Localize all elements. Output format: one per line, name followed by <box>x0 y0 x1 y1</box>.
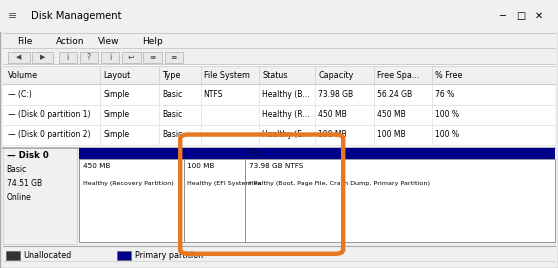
Text: — (Disk 0 partition 2): — (Disk 0 partition 2) <box>8 130 91 139</box>
Text: 100 MB: 100 MB <box>377 130 405 139</box>
Text: % Free: % Free <box>435 70 463 80</box>
Text: 76 %: 76 % <box>435 90 454 99</box>
Text: Status: Status <box>262 70 288 80</box>
Bar <box>3 64 555 169</box>
Text: ▶: ▶ <box>40 55 45 61</box>
Bar <box>3 105 555 125</box>
Bar <box>101 52 119 63</box>
Text: 450 MB: 450 MB <box>83 163 110 169</box>
Text: ↩: ↩ <box>128 53 134 62</box>
Text: Simple: Simple <box>103 90 129 99</box>
Text: 450 MB: 450 MB <box>318 110 347 119</box>
Text: i: i <box>109 53 111 62</box>
Bar <box>80 52 98 63</box>
Text: Online: Online <box>7 193 31 202</box>
Text: Type: Type <box>162 70 180 80</box>
Text: Unallocated: Unallocated <box>23 251 71 260</box>
Bar <box>184 159 246 242</box>
Bar <box>3 66 555 84</box>
Text: i: i <box>66 53 69 62</box>
Text: Basic: Basic <box>162 110 182 119</box>
Text: □: □ <box>516 10 525 21</box>
Bar <box>3 148 555 244</box>
Bar <box>246 148 555 159</box>
Text: ≡: ≡ <box>149 53 156 62</box>
Text: Primary partition: Primary partition <box>135 251 203 260</box>
Text: Basic: Basic <box>7 165 27 174</box>
Text: 73.98 GB NTFS: 73.98 GB NTFS <box>249 163 304 169</box>
Bar <box>32 52 53 63</box>
Text: Simple: Simple <box>103 130 129 139</box>
Text: ✕: ✕ <box>535 10 543 21</box>
Bar <box>3 148 77 244</box>
Text: ≡: ≡ <box>170 53 177 62</box>
Text: Layout: Layout <box>103 70 131 80</box>
Text: C:): C:) <box>249 149 259 155</box>
Bar <box>6 251 20 260</box>
Text: 74.51 GB: 74.51 GB <box>7 179 42 188</box>
Text: Basic: Basic <box>162 90 182 99</box>
Text: Help: Help <box>142 37 163 46</box>
Bar <box>122 52 141 63</box>
Text: View: View <box>98 37 119 46</box>
Text: Disk Management: Disk Management <box>31 10 121 21</box>
Text: ◀: ◀ <box>16 55 22 61</box>
Text: Basic: Basic <box>162 130 182 139</box>
Text: Healthy (E...: Healthy (E... <box>262 130 309 139</box>
Text: Capacity: Capacity <box>318 70 353 80</box>
Text: 100 %: 100 % <box>435 130 459 139</box>
Text: 100 %: 100 % <box>435 110 459 119</box>
Text: — Disk 0: — Disk 0 <box>7 151 49 161</box>
Bar <box>184 148 246 159</box>
Text: 73.98 GB: 73.98 GB <box>318 90 353 99</box>
Text: 450 MB: 450 MB <box>377 110 406 119</box>
Text: 56.24 GB: 56.24 GB <box>377 90 412 99</box>
Text: 100 MB: 100 MB <box>187 163 215 169</box>
Bar <box>79 159 184 242</box>
Text: Action: Action <box>56 37 84 46</box>
Bar <box>117 251 131 260</box>
Text: ?: ? <box>86 53 91 62</box>
Bar <box>3 84 555 105</box>
Text: Simple: Simple <box>103 110 129 119</box>
Text: Free Spa...: Free Spa... <box>377 70 419 80</box>
Bar <box>8 52 30 63</box>
Text: File System: File System <box>204 70 249 80</box>
Text: Healthy (Recovery Partition): Healthy (Recovery Partition) <box>83 181 174 186</box>
Text: Healthy (Boot, Page File, Crash Dump, Primary Partition): Healthy (Boot, Page File, Crash Dump, Pr… <box>249 181 430 186</box>
Text: — (C:): — (C:) <box>8 90 32 99</box>
Text: — (Disk 0 partition 1): — (Disk 0 partition 1) <box>8 110 91 119</box>
Bar <box>143 52 162 63</box>
Bar <box>0 0 558 32</box>
Bar <box>3 125 555 145</box>
Text: NTFS: NTFS <box>204 90 223 99</box>
Text: Volume: Volume <box>8 70 39 80</box>
Text: Healthy (EFI System Pa: Healthy (EFI System Pa <box>187 181 262 186</box>
Bar <box>165 52 183 63</box>
Text: Healthy (B...: Healthy (B... <box>262 90 310 99</box>
Text: File: File <box>17 37 32 46</box>
Bar <box>246 159 555 242</box>
Bar <box>59 52 77 63</box>
Text: Healthy (R...: Healthy (R... <box>262 110 310 119</box>
Text: ─: ─ <box>499 10 505 21</box>
Bar <box>79 148 184 159</box>
Text: ≡: ≡ <box>8 10 17 21</box>
Text: 100 MB: 100 MB <box>318 130 347 139</box>
